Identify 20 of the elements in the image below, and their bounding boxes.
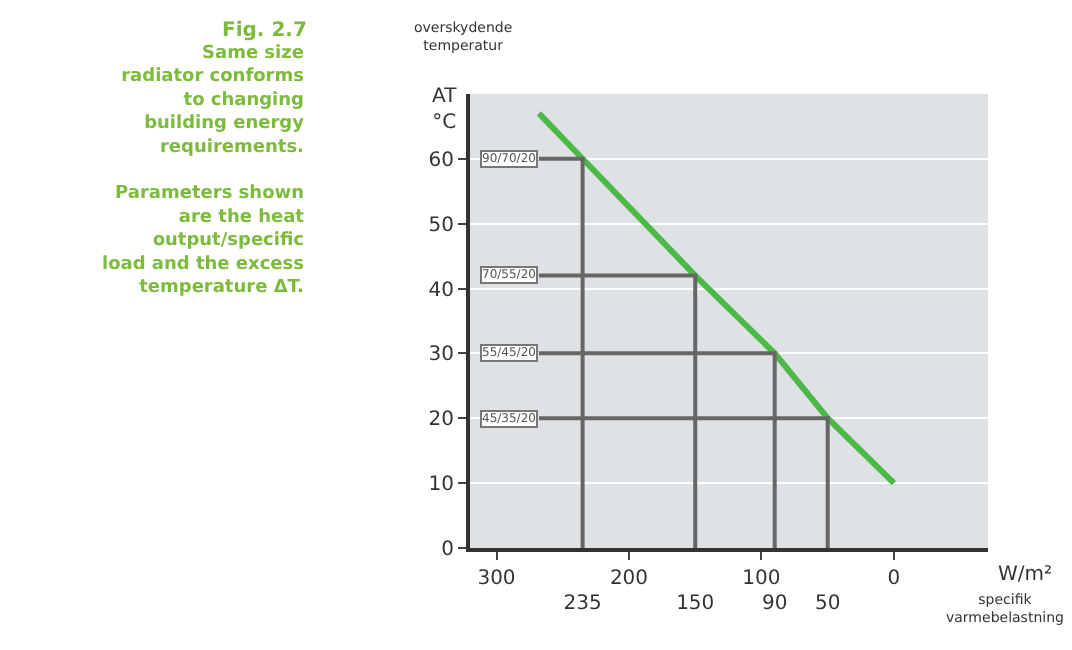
- x-axis-title: W/m²: [998, 564, 1053, 586]
- x2-tick-label: 235: [563, 593, 602, 616]
- x2-tick-label: 90: [761, 593, 788, 616]
- y-tick-label: 0: [441, 538, 454, 561]
- x-tick-label: 300: [477, 567, 516, 590]
- y-tick-label: 30: [428, 344, 454, 367]
- y-tick-label: 40: [428, 279, 454, 302]
- x-tick-label: 200: [609, 567, 649, 590]
- x-tick-label: 0: [887, 567, 901, 590]
- x2-tick-label: 50: [814, 593, 841, 616]
- y-tick-label: 50: [428, 214, 454, 237]
- y-axis-title: AT °C: [432, 86, 459, 134]
- y-tick-label: 10: [428, 474, 454, 497]
- text: Same size radiator conforms to changing building energy requirements. Parameters shown are the heat output/specific load and the excess temperature ΔT.: [102, 44, 304, 298]
- line-series: [535, 110, 897, 487]
- x2-tick-label: 150: [676, 593, 715, 616]
- y-tick-label: 20: [428, 409, 454, 432]
- x-tick-label: 100: [742, 567, 781, 590]
- text: Fig. 2.7: [222, 20, 307, 42]
- y-tick-label: 60: [428, 149, 454, 172]
